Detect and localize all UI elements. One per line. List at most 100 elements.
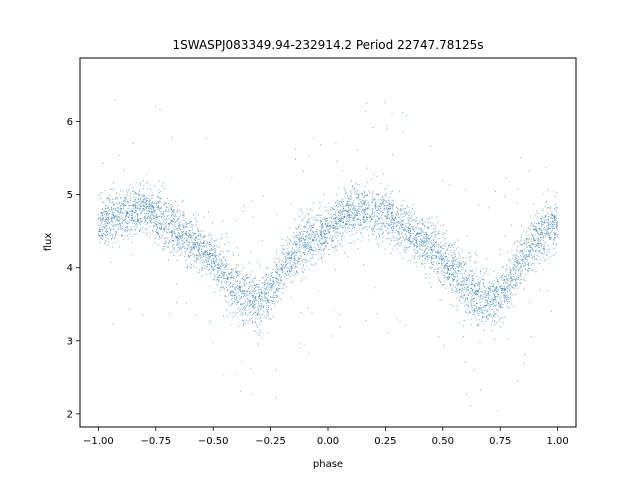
- data-point: [390, 221, 392, 223]
- data-point: [103, 211, 105, 213]
- data-point: [424, 266, 425, 268]
- data-point: [528, 255, 530, 257]
- data-point: [249, 318, 251, 320]
- data-point: [139, 189, 141, 191]
- data-point: [338, 219, 340, 221]
- data-point: [298, 258, 299, 260]
- data-point: [113, 223, 115, 225]
- data-point: [323, 250, 325, 252]
- data-point: [203, 261, 205, 263]
- data-point: [283, 283, 285, 285]
- data-point: [146, 207, 148, 209]
- data-point: [174, 247, 176, 249]
- data-point: [554, 195, 556, 197]
- data-point: [449, 245, 450, 246]
- data-point: [360, 193, 362, 195]
- data-point: [414, 256, 416, 258]
- data-point: [239, 289, 241, 291]
- data-point: [528, 170, 530, 172]
- data-point: [159, 216, 161, 217]
- data-point: [288, 273, 290, 275]
- data-point: [304, 259, 306, 261]
- data-point: [324, 233, 326, 235]
- data-point: [339, 244, 341, 246]
- data-point: [247, 300, 249, 302]
- data-point: [433, 257, 435, 259]
- data-point: [472, 275, 474, 277]
- data-point: [486, 258, 487, 260]
- data-point: [234, 288, 236, 290]
- data-point: [264, 292, 266, 294]
- data-point: [108, 200, 110, 202]
- data-point: [351, 227, 353, 229]
- data-point: [237, 302, 239, 304]
- data-point: [321, 258, 323, 260]
- data-point: [98, 235, 100, 237]
- data-point: [478, 322, 480, 324]
- data-point: [508, 284, 510, 286]
- data-point: [266, 300, 268, 301]
- data-point: [287, 253, 288, 255]
- data-point: [452, 258, 454, 260]
- data-point: [450, 284, 452, 286]
- data-point: [502, 266, 504, 268]
- data-point: [408, 240, 410, 242]
- data-point: [111, 210, 113, 212]
- data-point: [462, 283, 464, 285]
- data-point: [299, 246, 301, 248]
- data-point: [312, 250, 314, 252]
- data-point: [319, 247, 321, 249]
- data-point: [490, 298, 492, 300]
- data-point: [421, 229, 423, 231]
- data-point: [150, 203, 152, 205]
- data-point: [263, 283, 265, 285]
- data-point: [246, 283, 248, 285]
- data-point: [176, 239, 178, 241]
- data-point: [160, 211, 162, 213]
- data-point: [524, 262, 526, 264]
- data-point: [310, 228, 312, 230]
- data-point: [241, 278, 243, 280]
- data-point: [115, 231, 117, 233]
- data-point: [179, 238, 181, 240]
- data-point: [210, 272, 212, 274]
- data-point: [351, 212, 353, 214]
- data-point: [379, 210, 381, 211]
- data-point: [276, 273, 278, 275]
- data-point: [284, 273, 286, 275]
- data-point: [485, 304, 487, 306]
- data-point: [305, 245, 307, 247]
- data-point: [337, 225, 339, 227]
- data-point: [324, 223, 326, 224]
- data-point: [533, 263, 535, 265]
- data-point: [181, 230, 183, 232]
- data-point: [232, 278, 234, 280]
- data-point: [425, 232, 426, 234]
- data-point: [364, 220, 366, 221]
- data-point: [441, 261, 442, 263]
- data-point: [148, 204, 150, 205]
- data-point: [356, 192, 358, 194]
- data-point: [360, 199, 362, 201]
- data-point: [113, 237, 115, 239]
- data-point: [487, 303, 488, 305]
- data-point: [473, 369, 475, 371]
- data-point: [290, 252, 292, 254]
- data-point: [538, 243, 540, 244]
- data-point: [452, 262, 454, 264]
- data-point: [552, 223, 553, 225]
- data-point: [252, 216, 254, 218]
- data-point: [254, 277, 256, 279]
- data-point: [216, 273, 218, 275]
- data-point: [272, 303, 274, 304]
- data-point: [449, 274, 451, 276]
- data-point: [362, 200, 364, 202]
- data-point: [103, 233, 105, 235]
- data-point: [333, 208, 335, 210]
- data-point: [455, 271, 457, 272]
- data-point: [492, 297, 493, 299]
- data-point: [494, 315, 496, 317]
- data-point: [310, 251, 311, 253]
- data-point: [334, 227, 335, 229]
- data-point: [393, 214, 395, 216]
